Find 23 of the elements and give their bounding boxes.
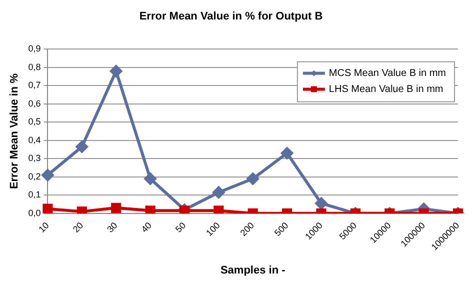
y-tick-label: 0,1 [28,190,41,200]
y-tick-label: 0,9 [28,44,41,54]
y-tick-label: 0,5 [28,116,41,127]
x-tick-label: 500 [272,220,290,238]
legend-label: LHS Mean Value B in mm [328,84,444,95]
legend-label: MCS Mean Value B in mm [328,68,446,79]
y-tick-label: 0,8 [28,62,41,72]
x-tick-label: 100 [204,220,222,238]
x-tick-label: 20 [70,220,86,234]
y-tick-label: 0,2 [28,171,41,182]
x-tick-label: 10 [36,220,51,234]
y-tick-label: 0,6 [28,98,41,108]
x-tick-label: 200 [238,220,256,238]
x-tick-label: 30 [105,220,120,234]
x-axis-title: Samples in - [220,264,286,276]
x-tick-label: 50 [173,220,188,234]
y-axis-title: Error Mean Value in % [8,73,21,190]
chart-title: Error Mean Value in % for Output B [139,10,323,23]
y-tick-label: 0,3 [28,153,41,164]
y-tick-label: 0,0 [28,208,41,218]
x-tick-label: 40 [139,220,154,234]
y-tick-label: 0,4 [28,134,41,145]
y-tick-label: 0,7 [28,80,41,90]
